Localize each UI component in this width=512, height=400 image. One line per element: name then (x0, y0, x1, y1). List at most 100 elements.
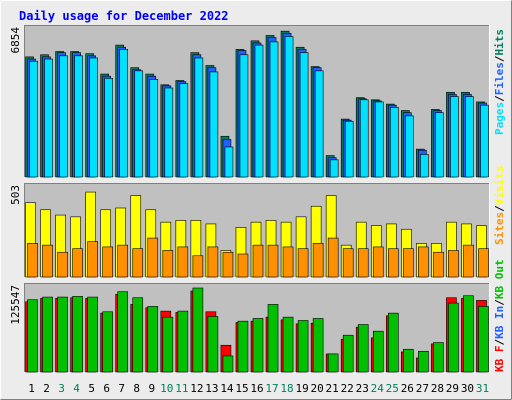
panel-top: 6854 (9, 25, 490, 178)
day-label-6: 6 (103, 382, 110, 395)
bar-sites-day-19 (297, 248, 309, 278)
day-label-29: 29 (446, 382, 459, 395)
legend-top-item-1: / (493, 95, 506, 102)
day-label-25: 25 (386, 382, 399, 395)
bar-kb_out-day-26 (403, 348, 414, 373)
bar-sites-day-28 (433, 251, 444, 278)
bar-pages-day-13 (209, 71, 219, 178)
bar-kb_out-day-15 (237, 320, 249, 373)
legend-top-item-4: Hits (493, 29, 506, 56)
bar-sites-day-23 (357, 248, 369, 278)
day-label-27: 27 (416, 382, 429, 395)
legend-bottom-item-3: / (493, 299, 506, 306)
bar-kb_out-day-9 (147, 306, 159, 373)
panel-bottom-ymax-label: 125547 (9, 285, 22, 325)
day-label-31: 31 (476, 382, 489, 395)
bar-pages-day-16 (254, 44, 264, 178)
bar-pages-day-5 (89, 57, 98, 178)
bar-pages-day-21 (329, 159, 339, 178)
legend-middle-item-2: Visits (493, 166, 506, 206)
bar-kb_out-day-23 (357, 324, 369, 373)
day-label-7: 7 (118, 382, 125, 395)
legend-top-item-2: Files (493, 62, 506, 95)
bar-sites-day-3 (57, 251, 68, 278)
bar-sites-day-12 (192, 255, 204, 278)
bar-pages-day-17 (269, 41, 279, 178)
series-sites (27, 237, 489, 278)
bar-pages-day-11 (179, 83, 189, 178)
bar-pages-day-28 (435, 112, 444, 178)
day-label-8: 8 (133, 382, 140, 395)
bar-pages-day-15 (239, 54, 249, 178)
legend-middle-item-0: Sites (493, 212, 506, 245)
bar-pages-day-6 (104, 78, 113, 178)
bar-kb_out-day-18 (282, 316, 294, 373)
bar-sites-day-20 (312, 243, 324, 278)
legend-top-item-0: Pages (493, 102, 506, 135)
bar-kb_out-day-3 (57, 296, 68, 373)
bar-kb_out-day-13 (207, 316, 219, 373)
day-label-30: 30 (461, 382, 474, 395)
bar-sites-day-22 (342, 248, 354, 278)
bar-pages-day-2 (44, 58, 53, 178)
bar-pages-day-14 (224, 146, 234, 178)
bar-sites-day-30 (463, 244, 474, 278)
bar-sites-day-26 (403, 248, 414, 278)
day-label-23: 23 (356, 382, 369, 395)
bar-pages-day-25 (389, 107, 399, 178)
day-label-9: 9 (148, 382, 155, 395)
bar-sites-day-27 (418, 246, 429, 278)
bar-sites-day-18 (282, 246, 294, 278)
bar-sites-day-21 (327, 237, 339, 278)
panel-middle-ymax-label: 503 (9, 185, 22, 205)
bar-sites-day-14 (222, 251, 234, 278)
bar-sites-day-11 (177, 246, 189, 278)
day-label-12: 12 (190, 382, 203, 395)
bar-pages-day-26 (405, 115, 414, 178)
bar-kb_out-day-12 (192, 287, 204, 373)
bar-pages-day-31 (480, 104, 489, 178)
legend-bottom-item-4: KB Out (493, 259, 506, 299)
bar-pages-day-9 (149, 79, 159, 178)
bar-kb_out-day-1 (27, 299, 38, 373)
bar-kb_out-day-28 (433, 342, 444, 373)
bar-pages-day-19 (299, 52, 309, 178)
bar-pages-day-18 (284, 36, 294, 178)
bar-kb_out-day-4 (72, 296, 83, 373)
day-label-3: 3 (58, 382, 65, 395)
bar-pages-day-8 (134, 70, 144, 178)
day-label-4: 4 (73, 382, 80, 395)
day-label-10: 10 (160, 382, 173, 395)
bar-kb_out-day-17 (267, 304, 279, 373)
bar-kb_out-day-27 (418, 350, 429, 373)
x-axis-day-labels: 1 2 3 4 5 6 7 8 9 10 11 12 13 14 15 16 17 18 19 20 21 22 23 24 2… (28, 382, 489, 395)
bar-sites-day-8 (132, 248, 144, 278)
day-label-2: 2 (43, 382, 50, 395)
bar-kb_out-day-19 (297, 320, 309, 373)
day-label-14: 14 (220, 382, 234, 395)
legend-bottom-item-2: KB In (493, 306, 506, 339)
bar-kb_out-day-6 (102, 311, 113, 373)
day-label-20: 20 (311, 382, 324, 395)
bar-kb_out-day-7 (117, 291, 129, 373)
bar-kb_out-day-21 (327, 353, 339, 373)
bar-pages-day-29 (450, 96, 459, 178)
bar-sites-day-24 (372, 246, 384, 278)
legend-middle: Sites/Visits (493, 166, 506, 246)
bar-sites-day-16 (252, 244, 264, 278)
bar-kb_out-day-22 (342, 334, 354, 373)
bar-kb_out-day-30 (463, 295, 474, 373)
legend-top-item-3: / (493, 55, 506, 62)
bar-pages-day-20 (314, 70, 324, 178)
day-label-19: 19 (295, 382, 308, 395)
bar-sites-day-15 (237, 253, 249, 278)
day-label-1: 1 (28, 382, 35, 395)
bar-pages-day-7 (119, 49, 129, 178)
bar-pages-day-4 (74, 55, 83, 178)
day-label-15: 15 (235, 382, 248, 395)
legend-top: Pages/Files/Hits (493, 29, 506, 135)
bar-pages-day-30 (465, 96, 474, 178)
bar-sites-day-6 (102, 246, 113, 278)
